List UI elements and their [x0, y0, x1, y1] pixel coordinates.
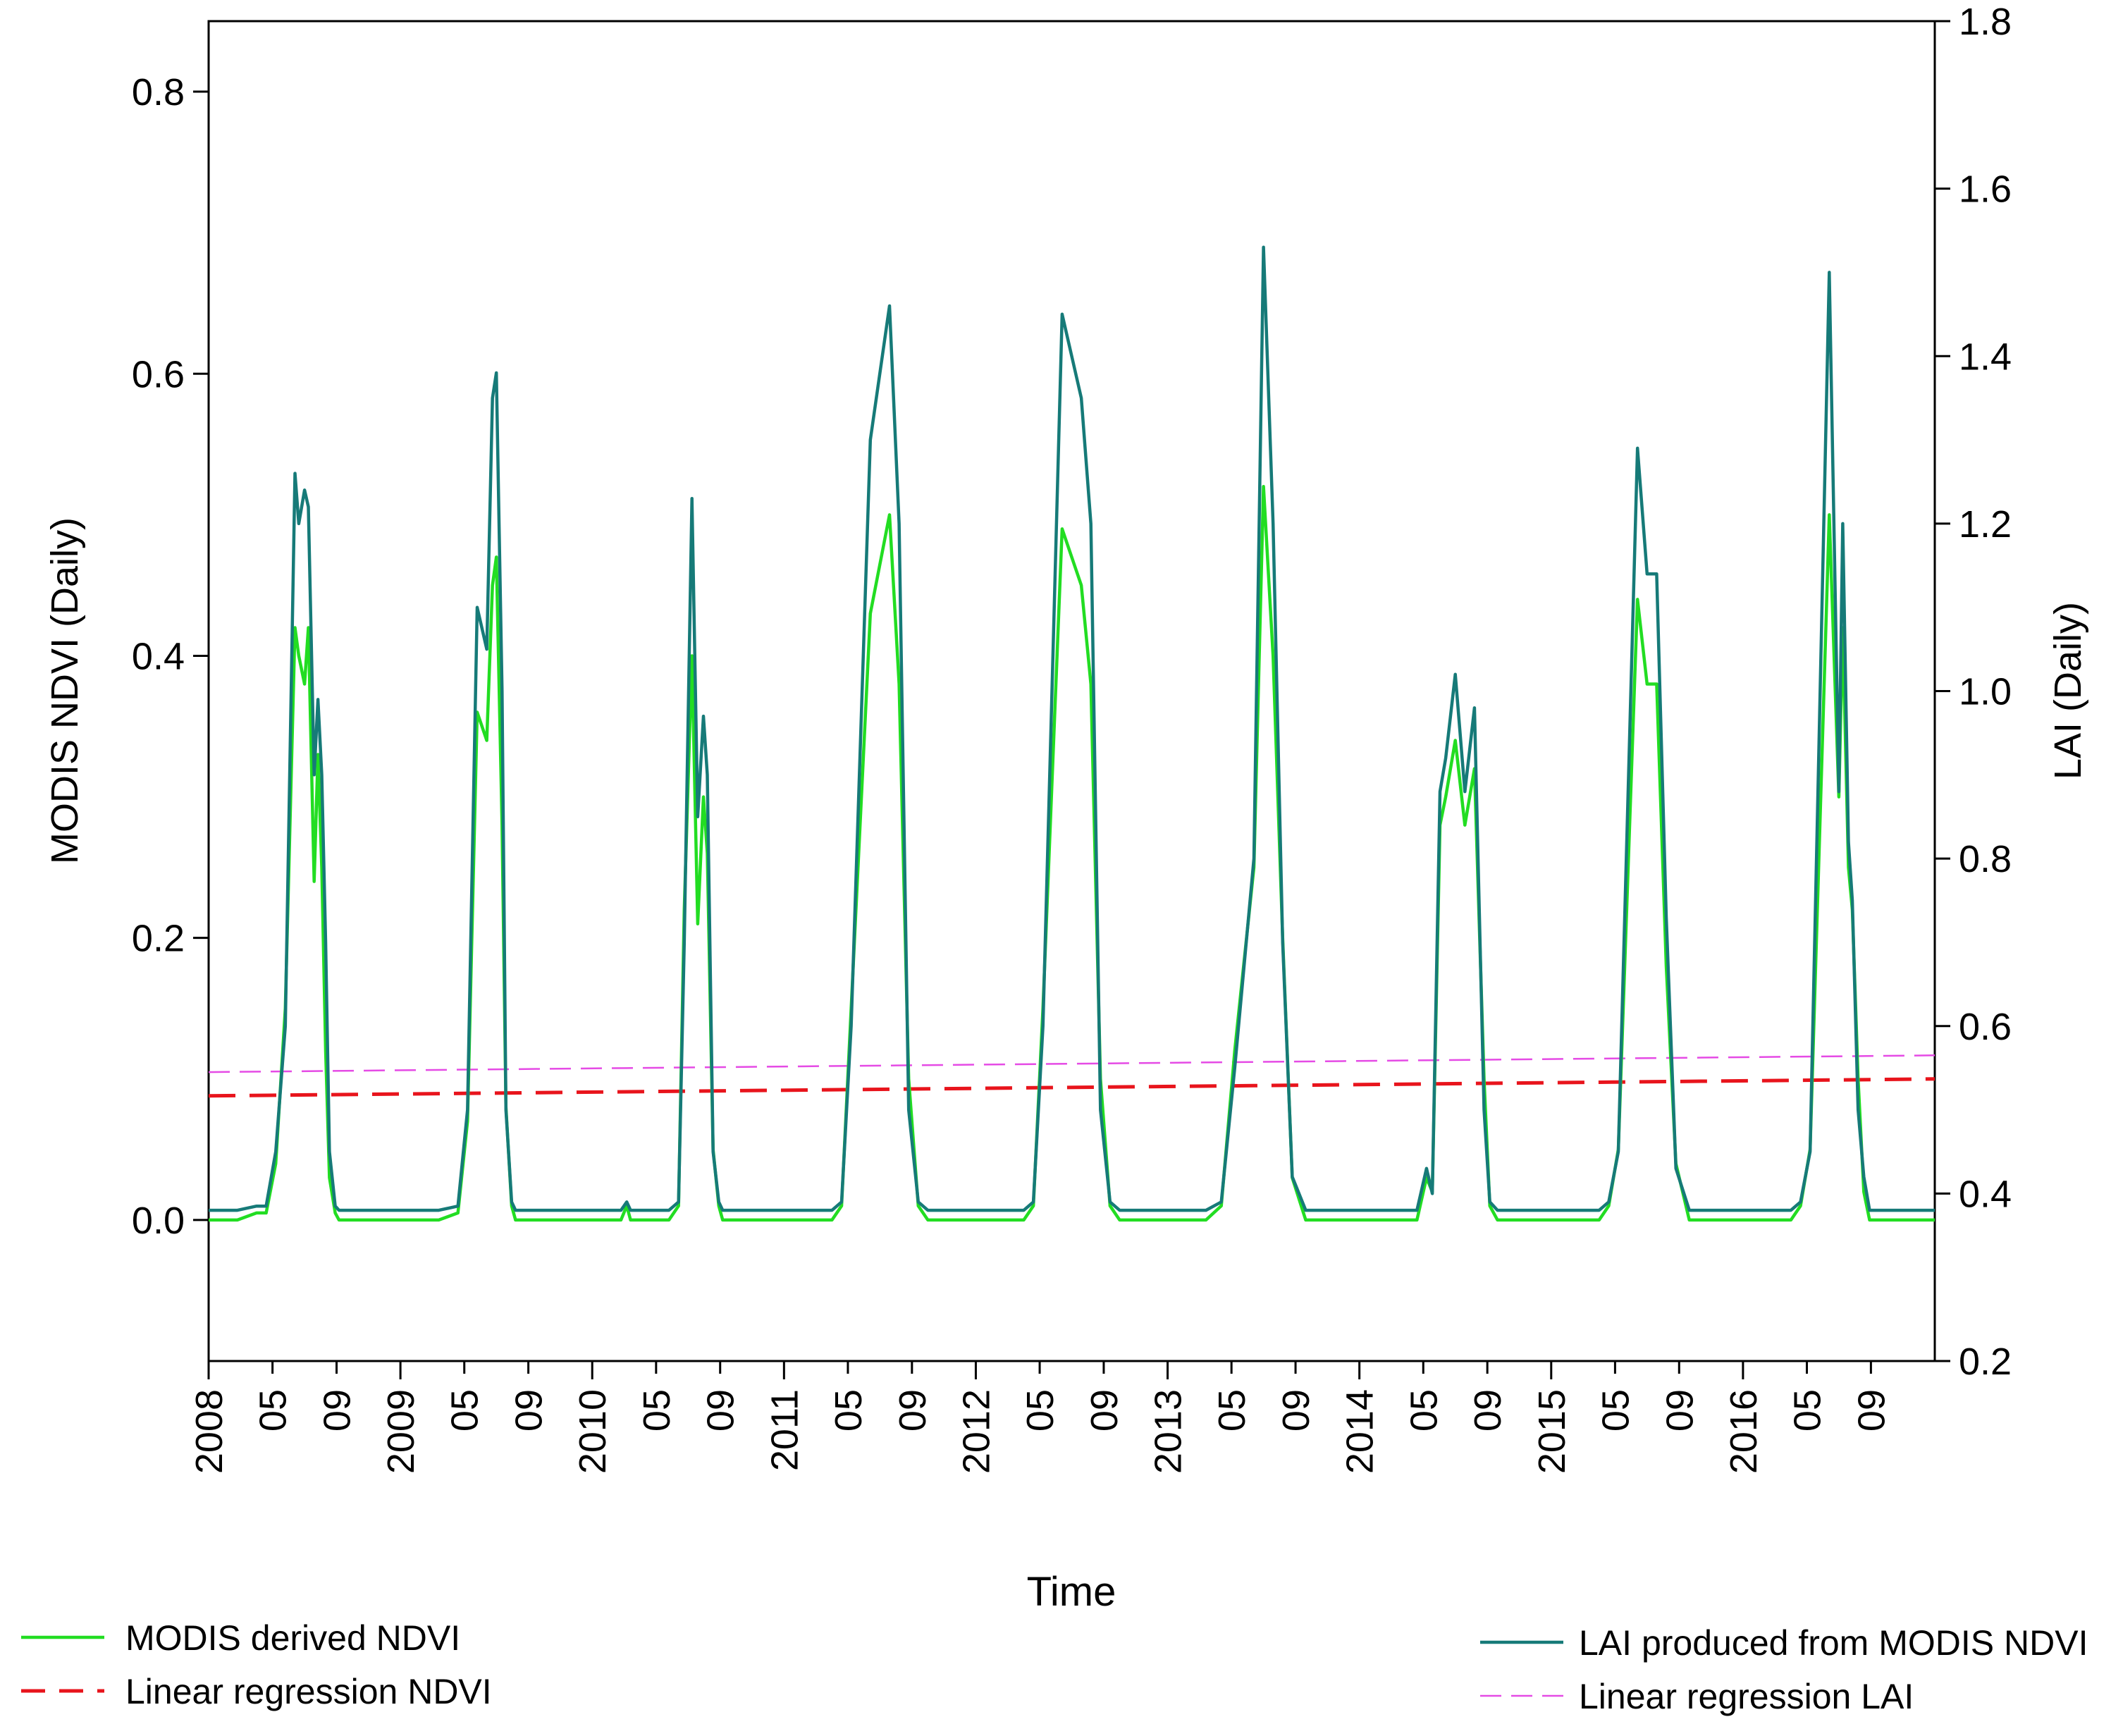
x-tick-label: 05: [827, 1389, 870, 1432]
x-tick-label: 2008: [188, 1389, 230, 1474]
right-tick-label: 0.6: [1959, 1006, 2012, 1048]
x-tick-label: 2012: [955, 1389, 997, 1474]
x-tick-label: 05: [1594, 1389, 1637, 1432]
series-line-linear-regression-lai: [208, 1054, 1935, 1073]
left-tick-label: 0.8: [132, 71, 185, 113]
left-y-axis: 0.0 0.2 0.4 0.6 0.8: [132, 71, 209, 1242]
right-tick-label: 1.2: [1959, 503, 2012, 546]
series-line-modis-derived-ndvi: [209, 485, 1935, 1222]
series-layer: [208, 245, 1935, 1222]
right-tick-label: 1.8: [1959, 1, 2012, 43]
right-tick-label: 0.2: [1959, 1341, 2012, 1383]
right-y-axis: 0.2 0.4 0.6 0.8 1.0 1.2 1.4 1.6 1.8: [1935, 1, 2012, 1383]
left-tick-label: 0.4: [132, 635, 185, 677]
x-tick-label: 09: [508, 1389, 550, 1432]
x-tick-label: 05: [1403, 1389, 1445, 1432]
legend-label: MODIS derived NDVI: [125, 1618, 460, 1658]
x-tick-label: 2013: [1147, 1389, 1190, 1474]
x-tick-label: 09: [1850, 1389, 1892, 1432]
legend-left: MODIS derived NDVI Linear regression NDVI: [21, 1618, 492, 1711]
x-tick-label: 09: [316, 1389, 358, 1432]
series-line-linear-regression-ndvi: [208, 1077, 1935, 1098]
legend-right: LAI produced from MODIS NDVI Linear regre…: [1480, 1623, 2088, 1716]
right-tick-label: 1.0: [1959, 671, 2012, 713]
series-line-lai-produced-from-modis-ndvi: [209, 245, 1935, 1212]
x-tick-label: 2014: [1339, 1389, 1381, 1474]
left-tick-label: 0.2: [132, 918, 185, 960]
x-tick-label: 05: [1211, 1389, 1253, 1432]
x-tick-label: 09: [1467, 1389, 1509, 1432]
x-axis: 2008 05 09 2009 05 09 2010 05 09 2011 05 09 2012 05 09…: [188, 1361, 1892, 1474]
y-axis-label-left: MODIS NDVI (Daily): [44, 517, 86, 864]
x-tick-label: 09: [1083, 1389, 1126, 1432]
x-tick-label: 09: [1275, 1389, 1317, 1432]
right-tick-label: 0.4: [1959, 1173, 2012, 1215]
plot-area: 0.0 0.2 0.4 0.6 0.8 0.2 0.4 0.6 0.8 1.0 1.2 1.4 1.6…: [132, 1, 2012, 1474]
left-tick-label: 0.6: [132, 353, 185, 395]
x-tick-label: 05: [1787, 1389, 1829, 1432]
x-tick-label: 2010: [572, 1389, 614, 1474]
x-tick-label: 09: [1658, 1389, 1701, 1432]
x-tick-label: 09: [700, 1389, 742, 1432]
x-axis-label: Time: [1027, 1569, 1116, 1615]
legend-label: Linear regression NDVI: [125, 1672, 492, 1711]
x-tick-label: 05: [636, 1389, 678, 1432]
x-tick-label: 09: [892, 1389, 934, 1432]
right-tick-label: 0.8: [1959, 838, 2012, 880]
left-tick-label: 0.0: [132, 1200, 185, 1242]
legend-label: Linear regression LAI: [1579, 1677, 1914, 1716]
y-axis-label-right: LAI (Daily): [2047, 602, 2089, 780]
x-tick-label: 05: [1019, 1389, 1061, 1432]
legend-label: LAI produced from MODIS NDVI: [1579, 1623, 2088, 1663]
x-tick-label: 2016: [1723, 1389, 1765, 1474]
x-tick-label: 05: [252, 1389, 295, 1432]
x-tick-label: 2009: [380, 1389, 422, 1474]
x-tick-label: 2015: [1531, 1389, 1573, 1474]
right-tick-label: 1.6: [1959, 168, 2012, 211]
x-tick-label: 2011: [763, 1389, 806, 1471]
x-tick-label: 05: [444, 1389, 486, 1432]
right-tick-label: 1.4: [1959, 335, 2012, 378]
